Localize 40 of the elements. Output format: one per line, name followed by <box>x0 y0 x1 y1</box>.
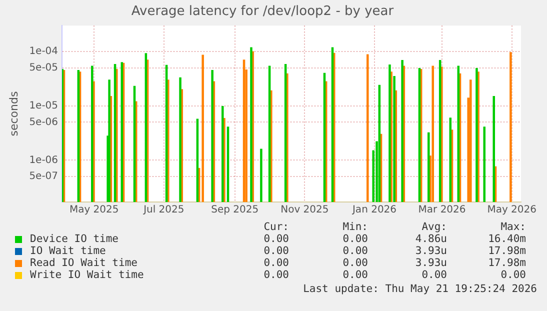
text: 17.98m <box>487 245 526 257</box>
y-axis-title: seconds <box>7 91 20 136</box>
x-tick-label: May 2025 <box>69 204 119 216</box>
legend-label: Write IO Wait time <box>30 269 145 281</box>
text: 3.93u <box>414 257 447 269</box>
text: 0.00 <box>262 269 289 281</box>
text: Last update: Thu May 21 19:25:24 2026 <box>302 283 537 295</box>
y-tick-label: 1e-06 <box>29 154 58 166</box>
legend-label: Read IO Wait time <box>30 257 138 269</box>
x-tick-label: May 2026 <box>487 204 536 216</box>
x-tick-label: Nov 2025 <box>280 204 329 216</box>
text: 0.00 <box>500 269 526 281</box>
y-tick-label: 5e-07 <box>29 171 58 182</box>
text: Max: <box>500 221 526 233</box>
text: Cur: <box>262 221 289 233</box>
text: 3.93u <box>414 245 447 257</box>
text: 0.00 <box>420 269 447 281</box>
y-tick-label: 5e-06 <box>29 116 58 128</box>
text: 0.00 <box>342 233 368 245</box>
legend-label: Device IO time <box>30 233 120 245</box>
text: 0.00 <box>342 257 368 269</box>
text: 0.00 <box>342 245 368 257</box>
text: 4.86u <box>414 233 447 245</box>
text: Avg: <box>420 221 447 233</box>
chart-title: Average latency for /dev/loop2 - by year <box>131 4 394 20</box>
x-tick-label: Mar 2026 <box>418 204 466 216</box>
y-tick-label: 1e-04 <box>29 46 58 58</box>
text: 16.40m <box>487 233 526 245</box>
text: 0.00 <box>262 245 289 257</box>
y-tick-label: 5e-05 <box>29 62 58 74</box>
text: 0.00 <box>262 257 289 269</box>
text: Min: <box>342 221 368 233</box>
legend-label: IO Wait time <box>30 245 107 257</box>
x-tick-label: Sep 2025 <box>211 204 259 216</box>
text: 0.00 <box>262 233 289 245</box>
x-tick-label: Jul 2025 <box>142 204 184 216</box>
y-tick-label: 1e-05 <box>29 100 58 112</box>
x-tick-label: Jan 2026 <box>351 204 397 216</box>
text: 17.98m <box>487 257 526 269</box>
text: 0.00 <box>342 269 368 281</box>
